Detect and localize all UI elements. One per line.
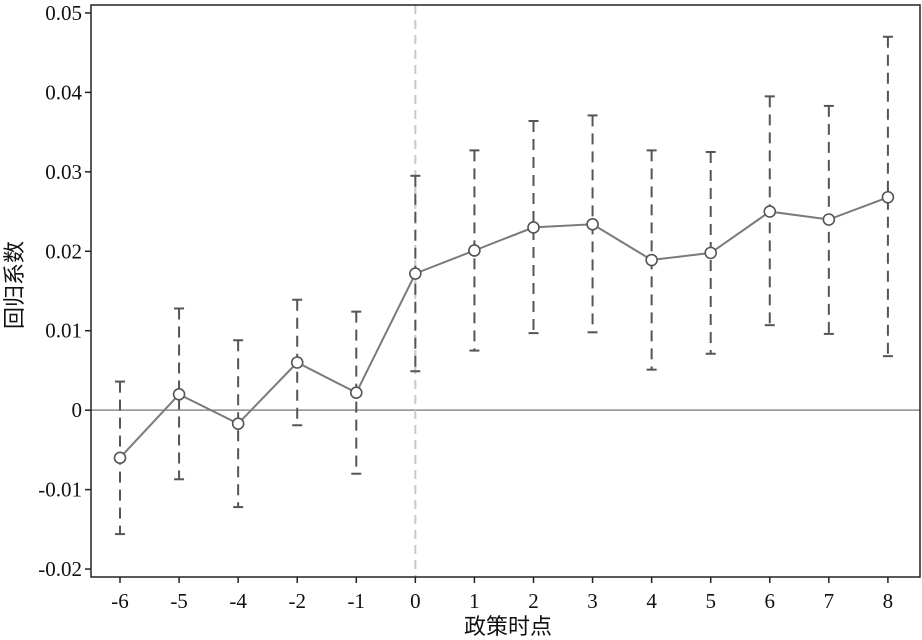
x-tick-label: 4	[646, 589, 657, 613]
y-tick-label: 0.04	[45, 80, 82, 104]
data-point	[290, 356, 304, 369]
data-point	[113, 451, 127, 465]
x-tick-label: 8	[883, 589, 894, 613]
x-tick-label: 6	[765, 589, 776, 613]
plot-frame	[90, 4, 921, 578]
data-point	[586, 217, 599, 231]
y-axis-title: 回归系数	[3, 241, 28, 329]
y-tick-label: -0.02	[38, 557, 82, 581]
x-tick-label: 3	[587, 589, 598, 613]
y-tick-label: 0	[72, 398, 83, 422]
x-tick-label: -2	[288, 589, 306, 613]
data-point	[704, 246, 718, 260]
data-point	[409, 267, 422, 280]
data-point	[822, 213, 836, 226]
data-point	[527, 221, 540, 234]
x-tick-label: -5	[170, 589, 188, 613]
data-point	[763, 205, 777, 218]
x-tick-label: 1	[469, 589, 480, 613]
x-tick-label: 5	[705, 589, 716, 613]
data-point	[881, 190, 895, 204]
y-tick-label: -0.01	[38, 478, 82, 502]
y-tick-label: 0.02	[45, 239, 82, 263]
coefficient-line	[119, 196, 889, 459]
y-tick-label: 0.05	[45, 1, 82, 25]
x-tick-label: 2	[528, 589, 539, 613]
x-tick-label: -4	[229, 589, 247, 613]
x-tick-label: 7	[824, 589, 835, 613]
x-tick-label: 0	[410, 589, 421, 613]
y-tick-label: 0.03	[45, 160, 82, 184]
y-tick-label: 0.01	[45, 319, 82, 343]
x-tick-label: -1	[348, 589, 366, 613]
data-point	[349, 386, 363, 399]
x-tick-label: -6	[111, 589, 129, 613]
data-point	[172, 387, 186, 401]
data-point	[231, 417, 245, 430]
data-point	[468, 244, 481, 257]
data-point	[645, 253, 658, 267]
x-axis-title: 政策时点	[464, 615, 552, 640]
